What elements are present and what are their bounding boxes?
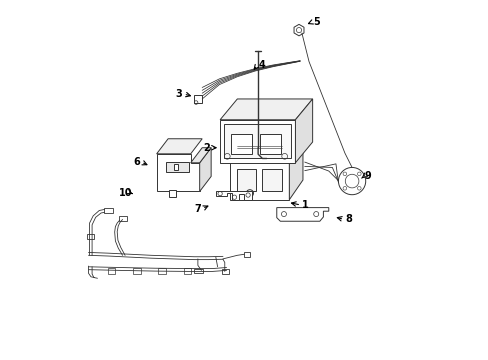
Bar: [104, 208, 113, 213]
Bar: [194, 95, 202, 103]
Bar: [221, 269, 229, 274]
Bar: [183, 268, 190, 274]
Text: 2: 2: [203, 143, 210, 153]
Bar: [165, 162, 188, 172]
Text: 10: 10: [119, 188, 132, 198]
Bar: [119, 216, 126, 221]
Text: 6: 6: [133, 157, 140, 167]
Polygon shape: [293, 24, 304, 36]
Bar: [86, 234, 94, 239]
Text: 7: 7: [194, 204, 201, 214]
Bar: [266, 143, 271, 147]
Bar: [237, 143, 243, 147]
Bar: [224, 124, 290, 158]
Polygon shape: [199, 148, 211, 192]
Bar: [169, 190, 176, 197]
Bar: [244, 252, 250, 257]
Bar: [230, 134, 252, 154]
Text: 1: 1: [302, 200, 308, 210]
Polygon shape: [190, 148, 211, 163]
Text: 5: 5: [312, 17, 319, 27]
Polygon shape: [156, 154, 199, 192]
Bar: [158, 268, 165, 274]
Text: 3: 3: [176, 89, 182, 99]
Bar: [108, 268, 115, 274]
Polygon shape: [289, 132, 303, 200]
Bar: [194, 269, 203, 273]
Bar: [235, 147, 245, 151]
Bar: [262, 169, 282, 191]
Polygon shape: [156, 139, 202, 154]
Polygon shape: [215, 191, 251, 200]
Bar: [259, 134, 281, 154]
Polygon shape: [295, 99, 312, 163]
Text: 4: 4: [258, 60, 264, 70]
Bar: [133, 268, 140, 274]
Polygon shape: [220, 120, 295, 163]
Text: 9: 9: [364, 171, 371, 181]
Polygon shape: [220, 99, 312, 120]
Bar: [264, 147, 274, 151]
Text: 8: 8: [345, 215, 351, 224]
Polygon shape: [276, 208, 328, 221]
Polygon shape: [230, 132, 303, 151]
Bar: [174, 164, 178, 170]
Polygon shape: [230, 151, 289, 200]
Bar: [236, 169, 256, 191]
